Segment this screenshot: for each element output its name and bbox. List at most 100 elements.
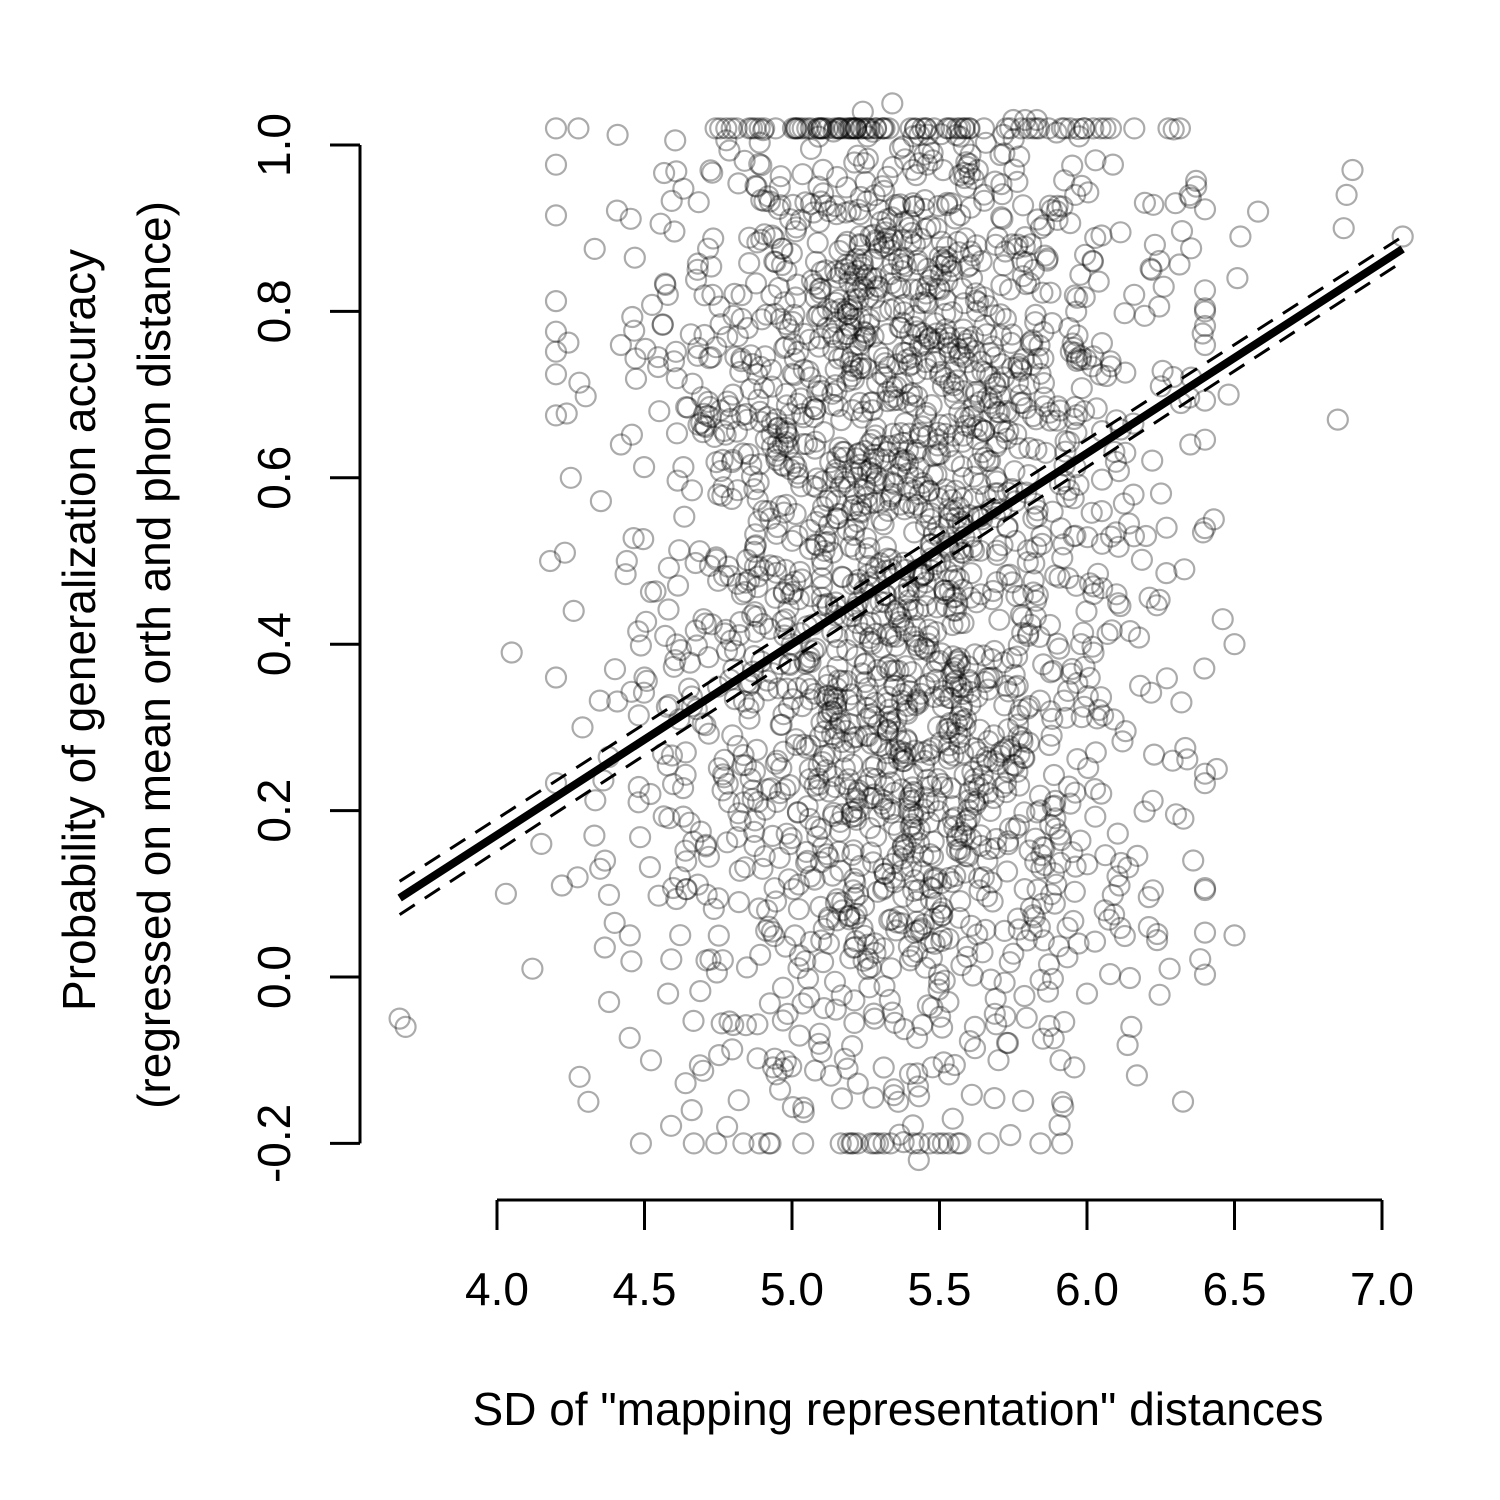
data-point	[1023, 492, 1046, 515]
data-point	[760, 375, 784, 398]
data-point	[871, 175, 894, 198]
data-point	[837, 475, 861, 498]
data-point	[729, 610, 752, 634]
data-point	[824, 195, 847, 218]
data-point	[833, 740, 856, 763]
data-point	[615, 549, 638, 573]
data-point	[968, 879, 991, 902]
data-point	[924, 351, 947, 374]
data-point	[980, 871, 1003, 894]
data-point	[1089, 686, 1113, 709]
data-point	[829, 297, 852, 321]
data-point	[1001, 323, 1024, 346]
data-point	[937, 506, 961, 529]
data-point	[941, 301, 964, 324]
data-point	[810, 548, 833, 571]
data-point	[991, 533, 1014, 557]
data-point	[822, 120, 845, 143]
data-point	[749, 410, 772, 433]
data-point	[840, 365, 863, 388]
data-point	[707, 924, 730, 947]
data-point	[793, 322, 816, 345]
data-point	[766, 417, 789, 440]
data-point	[839, 712, 862, 736]
data-point	[562, 599, 585, 623]
data-point	[945, 838, 968, 862]
data-point	[876, 390, 899, 413]
data-point	[1016, 624, 1040, 648]
data-point	[864, 117, 888, 140]
data-point	[1041, 707, 1064, 731]
data-point	[922, 522, 946, 545]
data-point	[857, 554, 880, 578]
data-point	[1168, 117, 1192, 140]
data-point	[933, 969, 956, 992]
data-point	[1193, 428, 1217, 451]
data-point	[870, 508, 893, 532]
data-point	[702, 897, 725, 921]
data-point	[784, 570, 807, 593]
data-point	[566, 866, 589, 889]
data-point	[873, 975, 896, 998]
data-point	[914, 571, 937, 594]
data-point	[889, 455, 912, 478]
data-point	[707, 887, 730, 910]
data-point	[1137, 915, 1161, 939]
data-point	[805, 305, 829, 328]
data-point	[798, 688, 822, 711]
data-point	[943, 656, 966, 680]
data-point	[820, 700, 843, 723]
data-point	[1048, 566, 1071, 589]
data-point	[544, 340, 568, 363]
data-point	[914, 217, 937, 240]
data-point	[836, 518, 859, 541]
data-point	[882, 389, 905, 412]
data-point	[949, 117, 972, 140]
data-point	[810, 1040, 833, 1064]
data-point	[694, 415, 718, 439]
data-point	[918, 479, 941, 502]
data-point	[903, 869, 926, 892]
data-point	[891, 253, 914, 276]
data-point	[904, 466, 927, 489]
data-point	[825, 165, 849, 189]
data-point	[825, 311, 848, 334]
data-point	[1057, 566, 1080, 590]
data-point	[796, 967, 820, 990]
data-point	[779, 208, 802, 231]
data-point	[859, 955, 883, 979]
data-point	[977, 450, 1000, 473]
data-point	[1033, 853, 1057, 877]
data-point	[1045, 121, 1068, 144]
data-point	[1032, 929, 1055, 952]
data-point	[992, 123, 1015, 146]
data-point	[914, 117, 937, 140]
data-point	[853, 478, 876, 501]
data-point	[1000, 233, 1024, 256]
data-point	[934, 478, 957, 501]
data-point	[963, 790, 986, 814]
data-point	[846, 144, 869, 167]
data-point	[892, 749, 916, 773]
data-point	[941, 1107, 964, 1130]
data-point	[963, 361, 986, 384]
data-point	[783, 924, 807, 947]
data-point	[1034, 441, 1057, 464]
data-point	[886, 598, 909, 621]
data-point	[941, 645, 965, 668]
data-point	[840, 805, 863, 829]
data-point	[954, 844, 977, 868]
data-point	[1031, 835, 1054, 859]
y-tick-label: 0.2	[248, 779, 300, 843]
data-point	[1141, 879, 1165, 902]
data-point	[811, 158, 835, 181]
data-point	[1038, 613, 1062, 637]
data-point	[847, 779, 870, 802]
data-point	[1102, 708, 1125, 731]
data-point	[778, 573, 801, 597]
data-point	[996, 1031, 1020, 1055]
data-point	[906, 385, 929, 408]
data-point	[846, 612, 869, 635]
data-point	[996, 515, 1019, 538]
data-point	[1107, 535, 1130, 558]
